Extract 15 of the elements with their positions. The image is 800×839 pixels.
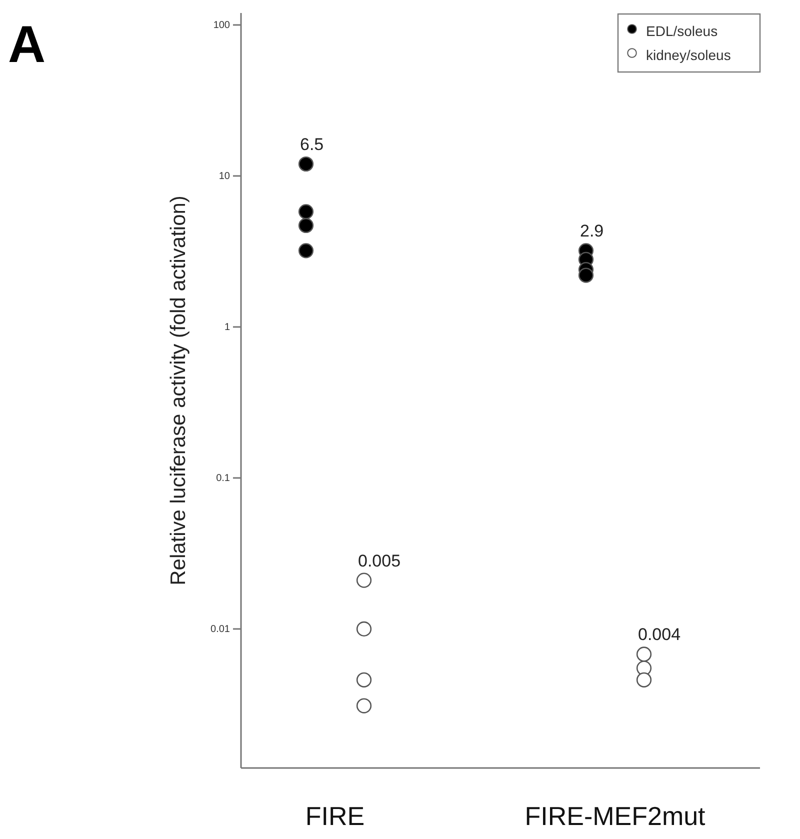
- annotation: 0.005: [358, 551, 401, 570]
- legend-label: kidney/soleus: [646, 47, 731, 63]
- x-tick-label: FIRE-MEF2mut: [524, 801, 706, 831]
- annotation: 0.004: [638, 625, 681, 644]
- y-tick-label: 1: [224, 322, 230, 334]
- annotation: 2.9: [580, 222, 604, 241]
- legend-label: EDL/soleus: [646, 23, 718, 39]
- y-tick-label: 0.1: [216, 473, 230, 484]
- chart-title: A: [8, 16, 46, 74]
- y-tick-label: 10: [218, 171, 230, 182]
- annotation: 6.5: [300, 135, 324, 154]
- y-tick-label: 100: [213, 20, 230, 32]
- y-tick-label: 0.01: [210, 624, 230, 636]
- x-tick-label: FIRE: [305, 801, 365, 831]
- y-axis-title: Relative luciferase activity (fold activation): [167, 196, 190, 586]
